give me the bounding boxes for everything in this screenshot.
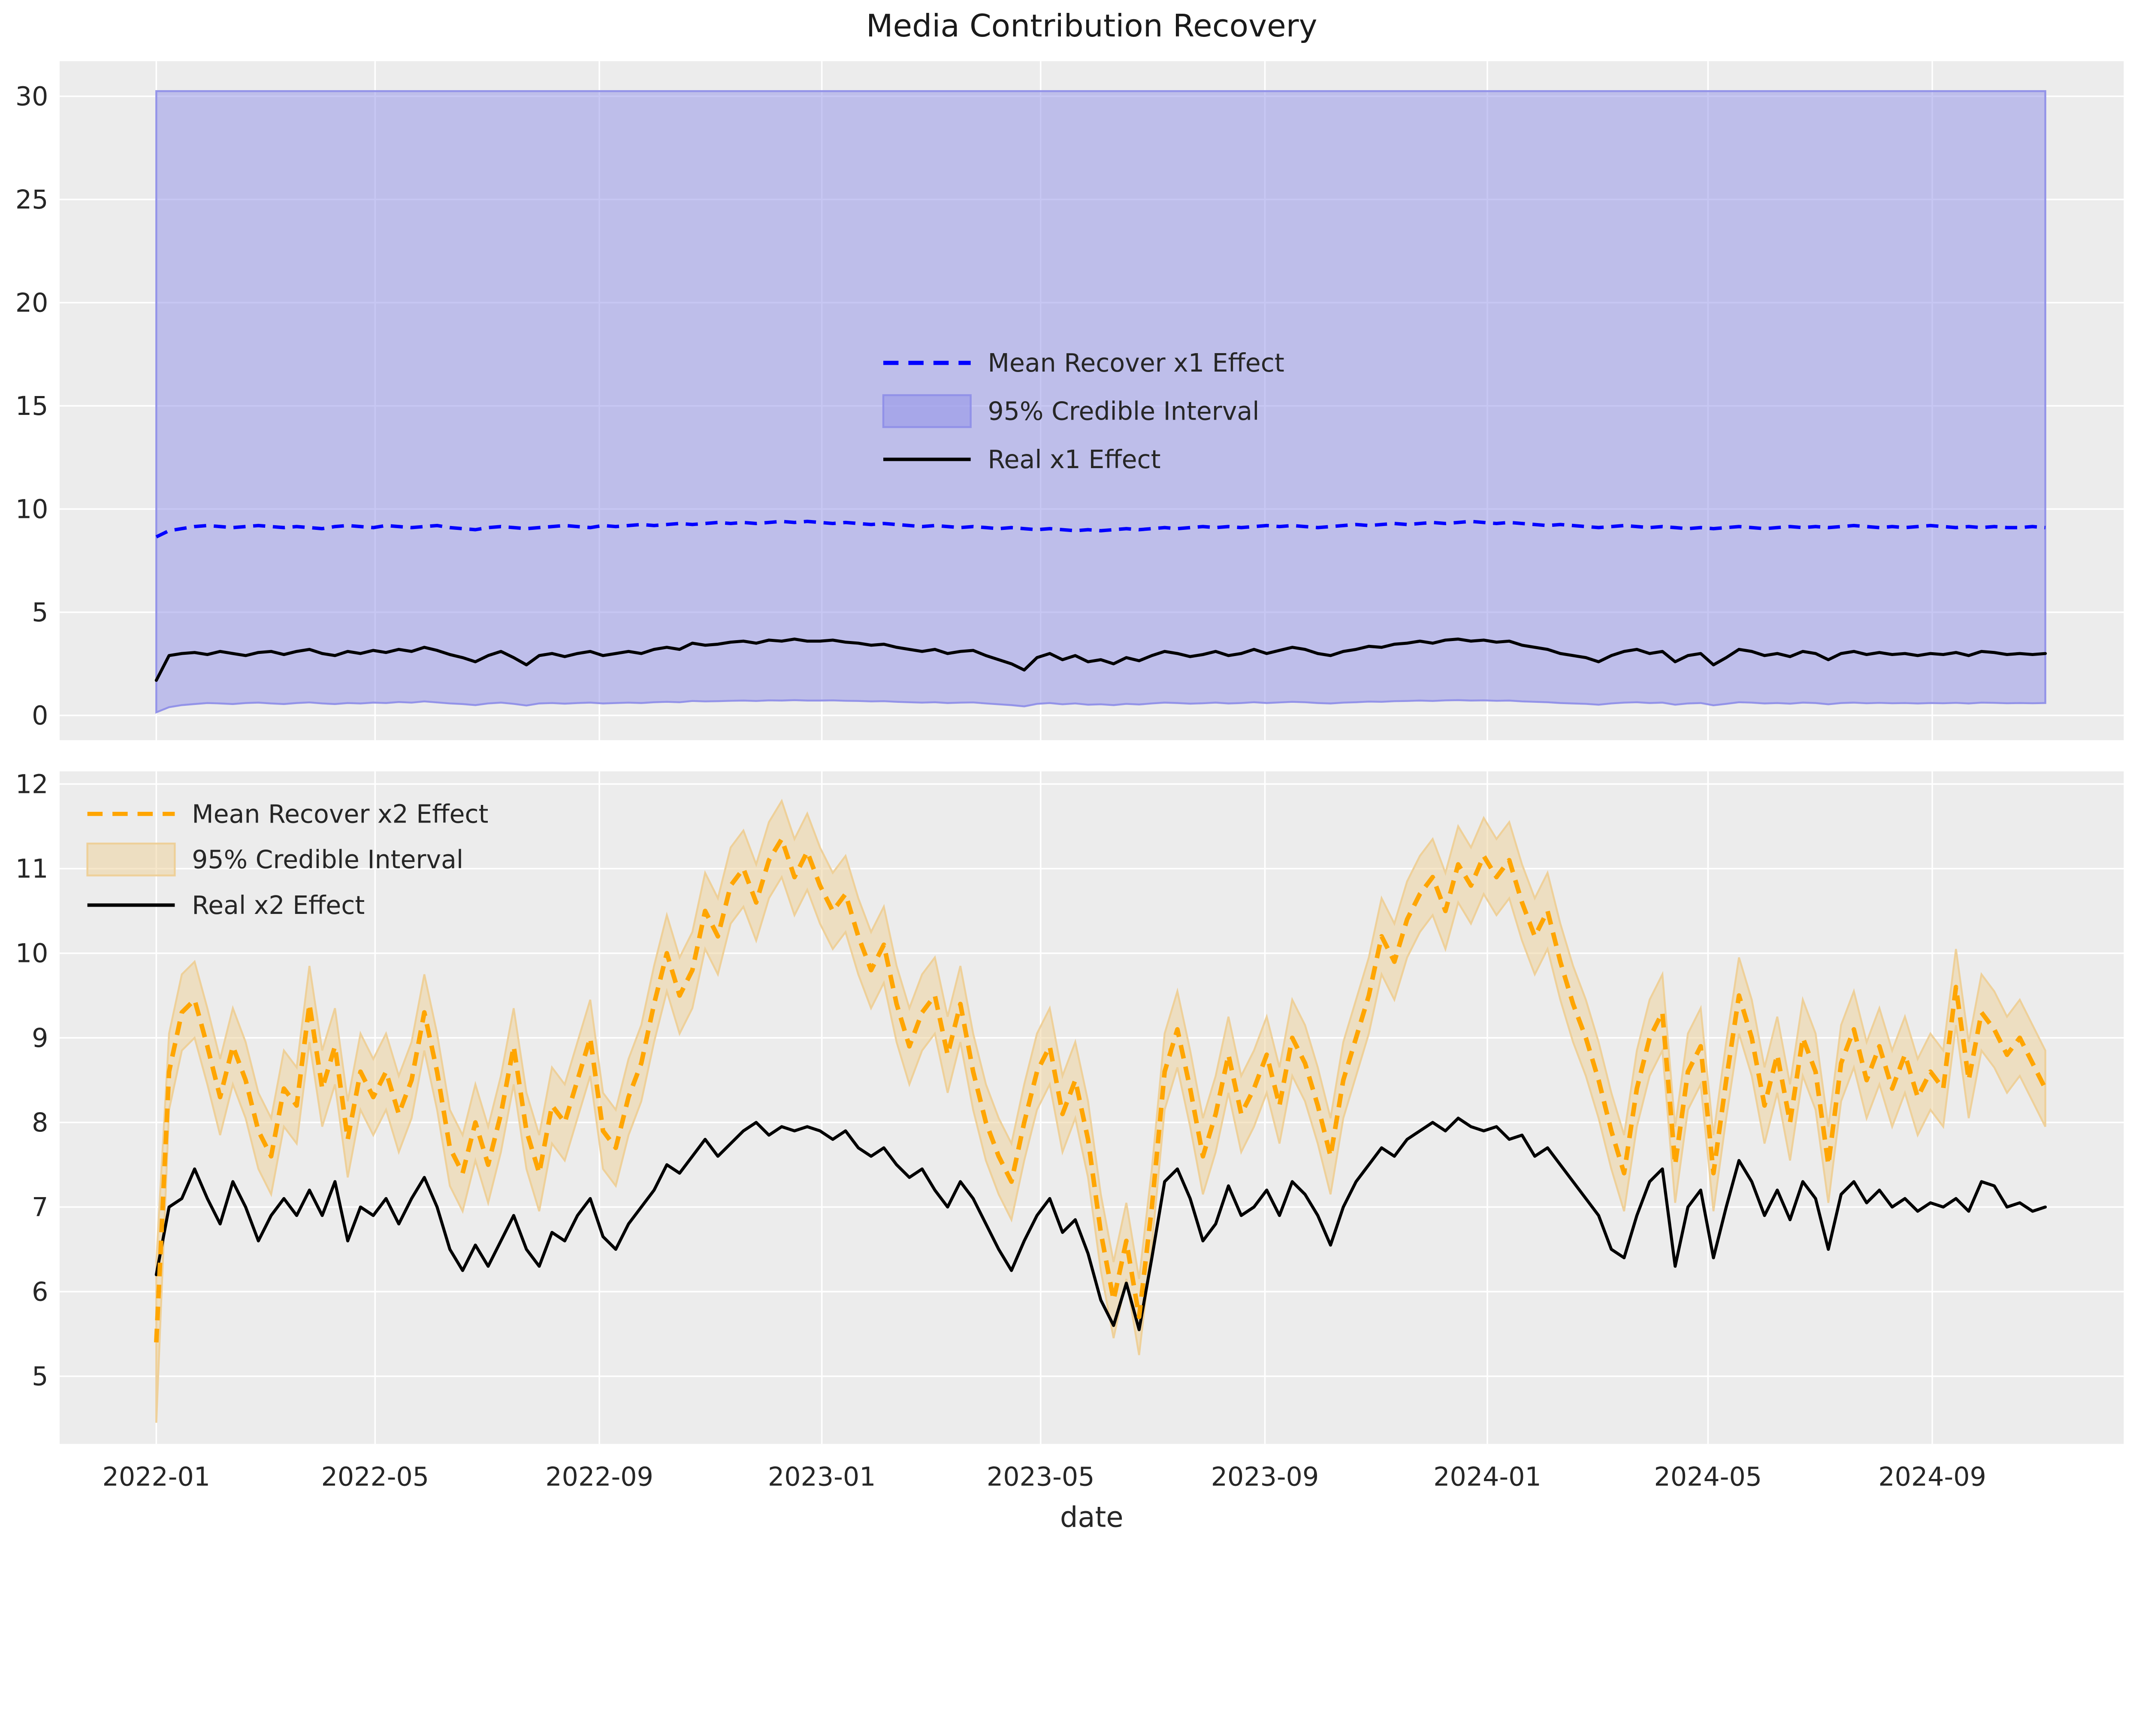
y-tick-label: 0 <box>32 701 48 731</box>
y-tick-label: 15 <box>15 391 48 421</box>
y-tick-label: 25 <box>15 185 48 215</box>
x-tick-label: 2022-09 <box>545 1462 653 1492</box>
x-axis-label: date <box>1060 1501 1124 1533</box>
y-tick-label: 7 <box>32 1192 48 1222</box>
legend-item-label: 95% Credible Interval <box>988 397 1260 426</box>
y-tick-label: 30 <box>15 82 48 112</box>
y-tick-label: 12 <box>15 769 48 799</box>
legend-item-label: Mean Recover x2 Effect <box>192 799 488 829</box>
x-tick-label: 2023-05 <box>987 1462 1095 1492</box>
y-tick-label: 6 <box>32 1277 48 1307</box>
y-tick-label: 10 <box>15 494 48 524</box>
x-tick-label: 2023-01 <box>768 1462 876 1492</box>
y-tick-label: 5 <box>32 598 48 628</box>
legend-item-label: Real x1 Effect <box>988 445 1161 474</box>
media-contribution-recovery-chart: Media Contribution Recovery 0 5 10 15 20 25 30 M… <box>15 8 2124 1534</box>
y-tick-label: 10 <box>15 939 48 969</box>
y-tick-label: 20 <box>15 288 48 318</box>
legend-patch-swatch <box>86 842 176 877</box>
y-tick-label: 9 <box>32 1023 48 1053</box>
subplot-x2: 5 6 7 8 9 10 11 12 Mean Recover x2 Effect 95% Cre… <box>15 769 2124 1533</box>
x2-credible-band <box>155 798 2046 1423</box>
y-tick-label: 5 <box>32 1362 48 1392</box>
x1-mean-line <box>155 520 2045 538</box>
legend-item-label: 95% Credible Interval <box>192 845 463 874</box>
figure-title: Media Contribution Recovery <box>866 8 1317 44</box>
x-tick-label: 2022-05 <box>321 1462 429 1492</box>
legend-item-label: Real x2 Effect <box>192 891 365 920</box>
x-tick-label: 2024-09 <box>1878 1462 1986 1492</box>
x2-real-line <box>154 1116 2047 1331</box>
figure: Media Contribution Recovery 0 5 10 15 20 25 30 M… <box>15 8 2124 1534</box>
x-tick-label: 2023-09 <box>1211 1462 1319 1492</box>
legend-x1: Mean Recover x1 Effect 95% Credible Inter… <box>882 348 1284 474</box>
legend-patch-swatch <box>882 394 972 428</box>
legend-x2: Mean Recover x2 Effect 95% Credible Inter… <box>86 799 488 920</box>
subplot-x1: 0 5 10 15 20 25 30 Mean Recover x1 Effect 95% Cr… <box>15 61 2124 741</box>
x-tick-label: 2024-05 <box>1654 1462 1762 1492</box>
x1-real-line <box>154 637 2047 682</box>
legend-item-label: Mean Recover x1 Effect <box>988 348 1284 378</box>
y-tick-label: 11 <box>15 854 48 884</box>
y-tick-label: 8 <box>32 1108 48 1138</box>
x2-mean-line <box>154 837 2048 1343</box>
x-tick-label: 2024-01 <box>1433 1462 1541 1492</box>
x1-credible-band <box>155 90 2046 714</box>
x-tick-label: 2022-01 <box>103 1462 211 1492</box>
